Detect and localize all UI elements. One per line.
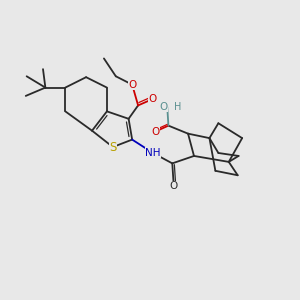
Text: O: O — [151, 127, 160, 136]
Text: O: O — [160, 102, 168, 112]
Text: H: H — [174, 102, 181, 112]
Text: O: O — [170, 181, 178, 191]
Text: S: S — [109, 140, 116, 154]
Text: O: O — [128, 80, 136, 90]
Text: NH: NH — [145, 148, 161, 158]
Text: O: O — [149, 94, 157, 104]
